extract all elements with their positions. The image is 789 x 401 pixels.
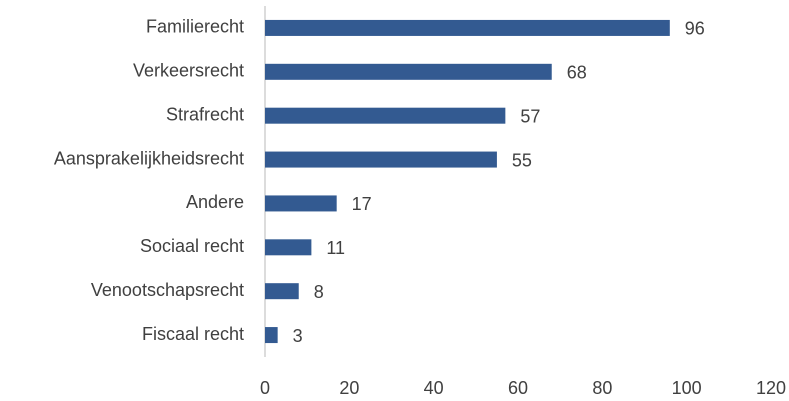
x-tick-label: 20	[339, 378, 359, 398]
x-tick-label: 100	[672, 378, 702, 398]
y-tick-label: Sociaal recht	[140, 236, 244, 256]
value-label: 57	[520, 106, 540, 126]
y-tick-label: Familierecht	[146, 17, 244, 37]
x-tick-label: 80	[592, 378, 612, 398]
bar	[265, 327, 278, 344]
y-tick-label: Venootschapsrecht	[91, 280, 244, 300]
bar	[265, 195, 337, 212]
x-tick-label: 60	[508, 378, 528, 398]
bar	[265, 283, 299, 300]
value-label: 96	[685, 19, 705, 39]
value-label: 55	[512, 150, 532, 170]
x-tick-label: 40	[424, 378, 444, 398]
y-tick-label: Andere	[186, 192, 244, 212]
bar	[265, 19, 670, 36]
value-label: 68	[567, 63, 587, 83]
value-label: 8	[314, 282, 324, 302]
bar	[265, 63, 552, 80]
value-label: 3	[293, 326, 303, 346]
bar	[265, 151, 497, 168]
x-tick-label: 0	[260, 378, 270, 398]
y-tick-label: Verkeersrecht	[133, 61, 244, 81]
y-tick-label: Aansprakelijkheidsrecht	[54, 148, 244, 168]
value-label: 17	[352, 194, 372, 214]
y-tick-label: Strafrecht	[166, 104, 244, 124]
y-tick-label: Fiscaal recht	[142, 324, 244, 344]
bar	[265, 107, 506, 124]
bar	[265, 239, 312, 256]
x-tick-label: 120	[756, 378, 786, 398]
value-label: 11	[326, 238, 345, 258]
